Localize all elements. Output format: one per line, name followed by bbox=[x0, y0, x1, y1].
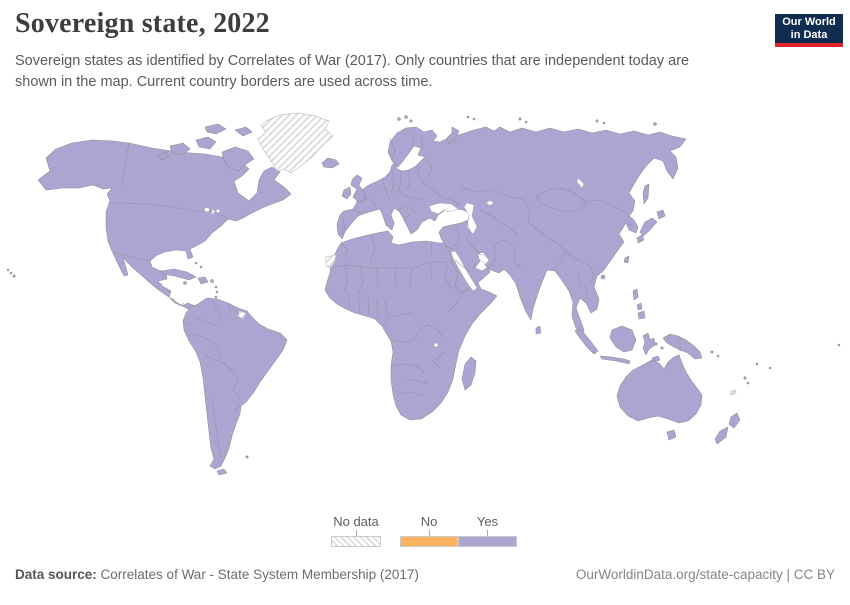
new-caledonia-hatched bbox=[729, 389, 737, 396]
legend-item-yes[interactable]: Yes bbox=[458, 514, 517, 547]
french-guiana-hatched bbox=[237, 310, 247, 320]
legend-label-no-data: No data bbox=[333, 514, 379, 529]
western-sahara-hatched bbox=[325, 254, 337, 269]
legend-tick bbox=[428, 530, 430, 536]
map-country-borders bbox=[108, 132, 681, 459]
legend-swatch-no-data bbox=[331, 536, 381, 547]
legend-label-yes: Yes bbox=[476, 514, 499, 529]
map-land bbox=[6, 115, 841, 476]
legend-tick bbox=[355, 530, 357, 536]
greenland-hatched bbox=[257, 112, 334, 174]
legend-swatch-no bbox=[400, 536, 458, 547]
data-source: Data source: Correlates of War - State S… bbox=[15, 567, 419, 582]
attribution-link[interactable]: OurWorldinData.org/state-capacity | CC B… bbox=[575, 567, 835, 582]
legend-label-no: No bbox=[420, 514, 438, 529]
map-water bbox=[204, 177, 585, 348]
page-title: Sovereign state, 2022 bbox=[15, 8, 270, 39]
legend-item-no-data[interactable]: No data bbox=[331, 514, 381, 547]
owid-logo[interactable]: Our World in Data bbox=[775, 14, 843, 47]
legend-swatch-yes bbox=[458, 536, 517, 547]
data-source-label: Data source: bbox=[15, 567, 97, 582]
map-legend: No data No Yes bbox=[331, 514, 517, 547]
subtitle: Sovereign states as identified by Correl… bbox=[15, 53, 690, 90]
data-source-value: Correlates of War - State System Members… bbox=[96, 567, 419, 582]
footer: Data source: Correlates of War - State S… bbox=[15, 567, 835, 582]
logo-line2: in Data bbox=[790, 28, 828, 41]
logo-line1: Our World bbox=[782, 15, 836, 28]
legend-item-no[interactable]: No bbox=[400, 514, 458, 547]
legend-tick bbox=[487, 530, 488, 536]
no-data-regions bbox=[237, 112, 737, 396]
